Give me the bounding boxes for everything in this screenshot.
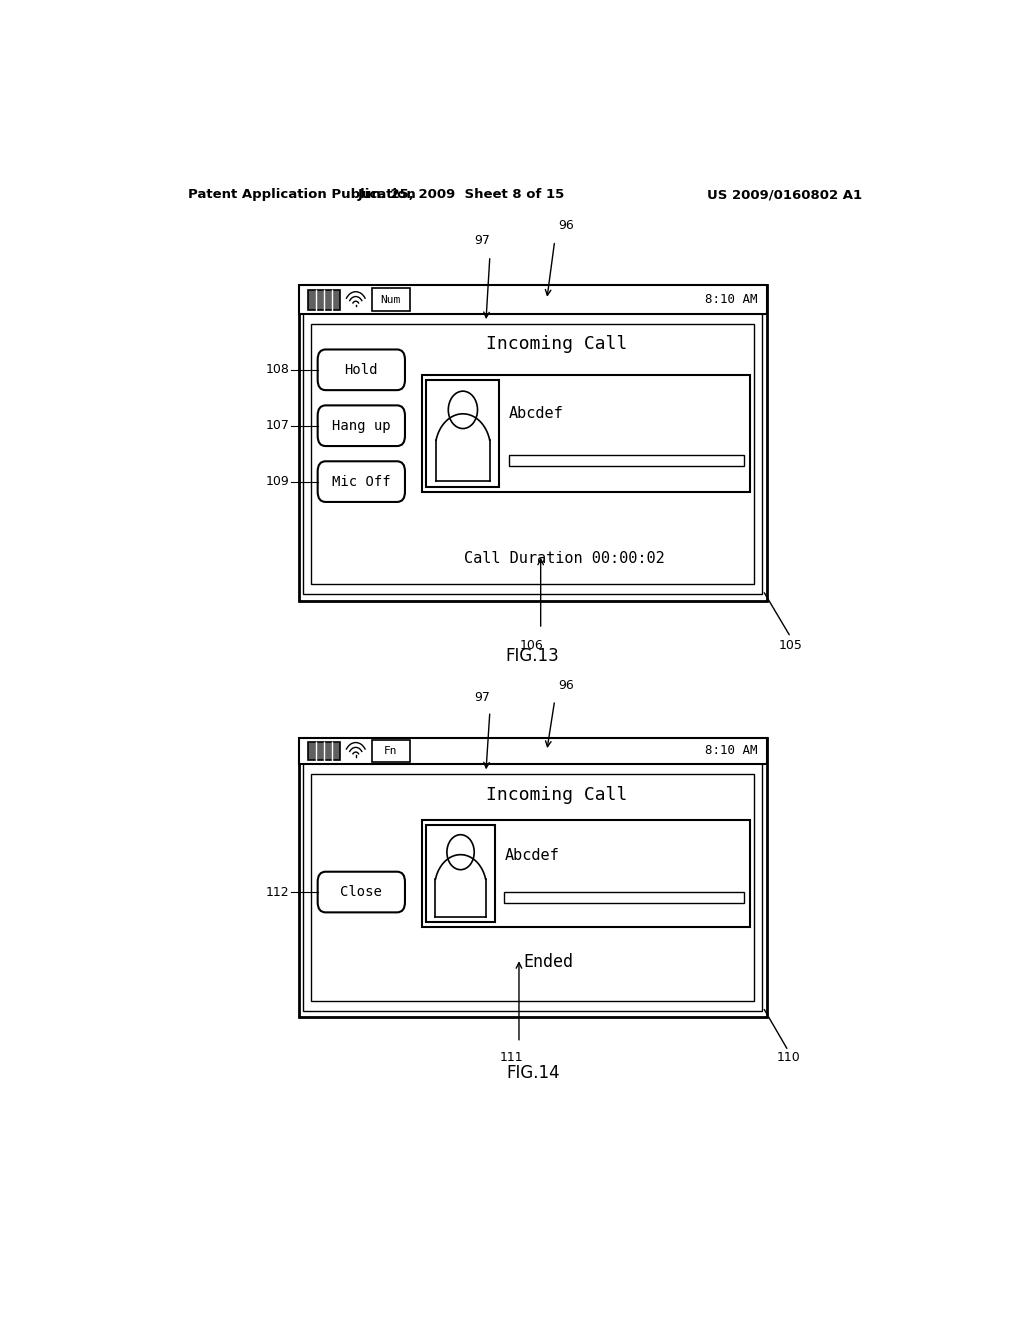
Text: 97: 97 bbox=[474, 690, 489, 704]
Bar bbox=[504, 892, 743, 903]
FancyBboxPatch shape bbox=[317, 405, 404, 446]
Bar bbox=[372, 288, 410, 312]
Bar bbox=[311, 775, 754, 1001]
Bar bbox=[311, 325, 754, 585]
Text: Call Duration 00:00:02: Call Duration 00:00:02 bbox=[464, 552, 665, 566]
Text: 105: 105 bbox=[778, 639, 803, 652]
Text: 96: 96 bbox=[559, 680, 574, 693]
Text: 107: 107 bbox=[265, 420, 289, 432]
Text: 110: 110 bbox=[776, 1052, 800, 1064]
Bar bbox=[299, 738, 767, 1018]
Text: 108: 108 bbox=[265, 363, 289, 376]
Bar bbox=[299, 285, 767, 314]
Bar bbox=[299, 738, 767, 764]
Text: Num: Num bbox=[381, 294, 400, 305]
Bar bbox=[426, 825, 495, 921]
Text: Jun. 25, 2009  Sheet 8 of 15: Jun. 25, 2009 Sheet 8 of 15 bbox=[357, 189, 565, 202]
FancyBboxPatch shape bbox=[317, 461, 404, 502]
Text: 8:10 AM: 8:10 AM bbox=[705, 744, 758, 758]
Text: FIG.13: FIG.13 bbox=[506, 647, 559, 665]
Text: Mic Off: Mic Off bbox=[332, 475, 390, 488]
Text: 96: 96 bbox=[559, 219, 574, 232]
Text: 111: 111 bbox=[500, 1052, 523, 1064]
Text: 97: 97 bbox=[474, 234, 489, 247]
FancyBboxPatch shape bbox=[317, 871, 404, 912]
Text: Hang up: Hang up bbox=[332, 418, 390, 433]
Text: Ended: Ended bbox=[523, 953, 573, 972]
Text: Close: Close bbox=[340, 884, 382, 899]
Bar bbox=[509, 455, 743, 466]
Bar bbox=[303, 744, 762, 1011]
Bar bbox=[308, 742, 340, 760]
Bar bbox=[299, 285, 767, 601]
Bar bbox=[423, 375, 751, 492]
Text: Incoming Call: Incoming Call bbox=[485, 335, 628, 354]
FancyBboxPatch shape bbox=[317, 350, 404, 391]
Text: 8:10 AM: 8:10 AM bbox=[705, 293, 758, 306]
Text: Patent Application Publication: Patent Application Publication bbox=[187, 189, 416, 202]
Bar bbox=[423, 820, 751, 927]
Text: Hold: Hold bbox=[344, 363, 378, 376]
Bar bbox=[308, 290, 340, 310]
Text: Fn: Fn bbox=[384, 746, 397, 756]
Text: 106: 106 bbox=[519, 639, 543, 652]
Bar bbox=[426, 380, 500, 487]
Text: Incoming Call: Incoming Call bbox=[485, 785, 628, 804]
Text: FIG.14: FIG.14 bbox=[506, 1064, 559, 1082]
Bar bbox=[372, 741, 410, 762]
Text: Abcdef: Abcdef bbox=[504, 847, 559, 863]
Text: 112: 112 bbox=[265, 886, 289, 899]
Text: Abcdef: Abcdef bbox=[509, 407, 563, 421]
Text: 109: 109 bbox=[265, 475, 289, 488]
Text: US 2009/0160802 A1: US 2009/0160802 A1 bbox=[707, 189, 862, 202]
Bar bbox=[303, 292, 762, 594]
